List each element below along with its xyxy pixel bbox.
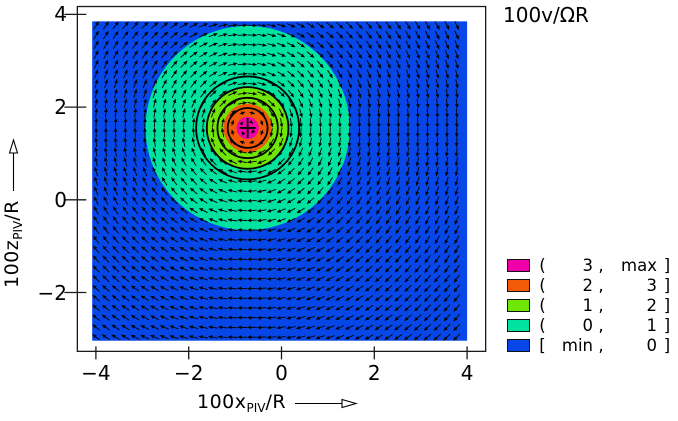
legend-close-bracket: ] [663,255,671,275]
legend-lower-bound: min [561,335,593,355]
legend-comma: , [598,255,604,275]
vortex-center-marker [239,117,256,138]
plot-title: 100v/ΩR [503,3,589,27]
legend-comma: , [598,315,604,335]
velocity-vectors [92,20,461,341]
streamline-circle [226,107,269,149]
legend-open-bracket: ( [539,275,546,295]
legend-close-bracket: ] [663,275,671,295]
color-range-legend: (3, max](2, 3](1, 2](0, 1][min, 0] [507,255,673,355]
legend-upper-bound: 2 [646,295,658,315]
legend-open-bracket: ( [539,255,546,275]
streamline-circle [205,86,290,170]
legend-row: (2, 3] [507,275,673,295]
legend-swatch [507,298,530,312]
x-tick-label: −2 [173,361,204,385]
legend-row: (3, max] [507,255,673,275]
legend-upper-bound: max [621,255,657,275]
legend-open-bracket: [ [539,335,546,355]
legend-comma: , [598,275,604,295]
up-arrow-icon [8,138,18,192]
legend-lower-bound: 2 [582,275,594,295]
legend-close-bracket: ] [663,295,671,315]
plot-frame [76,5,487,353]
legend-swatch [507,258,530,272]
x-tick-label: 2 [367,361,381,385]
velocity-vector-heads [92,21,459,341]
legend-open-bracket: ( [539,295,546,315]
z-tick-label: 4 [54,2,67,27]
legend-swatch [507,318,530,332]
legend-lower-bound: 3 [582,255,594,275]
legend-lower-bound: 0 [582,315,594,335]
right-arrow-icon [295,398,359,408]
z-tick-label: 0 [54,187,67,212]
legend-swatch [507,338,530,352]
x-tick-label: −4 [81,361,111,385]
z-tick-label: −2 [37,280,67,305]
streamline-circle [216,96,279,160]
x-tick-label: 0 [275,361,288,385]
legend-comma: , [598,295,604,315]
legend-upper-bound: 1 [646,315,658,335]
z-axis-label-text: 100zPIV/R [1,200,25,288]
legend-swatch [507,278,530,292]
legend-close-bracket: ] [663,335,671,355]
x-axis-label-text: 100xPIV/R [197,391,287,415]
legend-row: (0, 1] [507,315,673,335]
streamline-circle [195,75,301,181]
legend-lower-bound: 1 [582,295,594,315]
x-axis-label: 100xPIV/R [197,391,359,415]
legend-upper-bound: 0 [646,335,658,355]
legend-comma: , [598,335,604,355]
legend-row: [ min, 0] [507,335,673,355]
legend-row: (1, 2] [507,295,673,315]
z-tick-label: 2 [54,95,67,120]
legend-close-bracket: ] [663,315,671,335]
legend-open-bracket: ( [539,315,546,335]
axis-ticks [64,13,468,360]
x-tick-label: 4 [460,361,474,385]
z-axis-label: 100zPIV/R [0,88,26,288]
legend-upper-bound: 3 [646,275,658,295]
